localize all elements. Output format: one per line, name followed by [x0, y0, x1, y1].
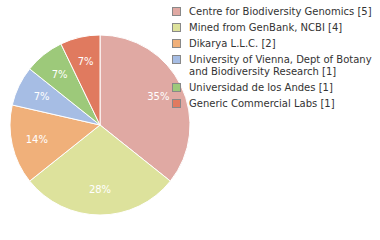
html-text:Mined from GenBank, NCBI [4]: Mined from GenBank, NCBI [4]	[189, 22, 343, 33]
svg-text:14%: 14%	[26, 134, 48, 145]
html-text:Generic Commercial Labs [1]: Generic Commercial Labs [1]	[189, 98, 335, 109]
svg-text:7%: 7%	[34, 91, 50, 102]
svg-text:7%: 7%	[52, 69, 68, 80]
svg-text:35%: 35%	[147, 91, 169, 102]
svg-text:28%: 28%	[89, 184, 111, 195]
html-text:Centre for Biodiversity Genomi: Centre for Biodiversity Genomics [5]	[189, 6, 372, 17]
html-text:University of Vienna, Dept of: University of Vienna, Dept of Botany and…	[189, 54, 372, 77]
html-text:Universidad de los Andes [1]: Universidad de los Andes [1]	[189, 82, 333, 93]
html-text:Dikarya L.L.C. [2]: Dikarya L.L.C. [2]	[189, 38, 276, 49]
svg-text:7%: 7%	[78, 56, 94, 67]
